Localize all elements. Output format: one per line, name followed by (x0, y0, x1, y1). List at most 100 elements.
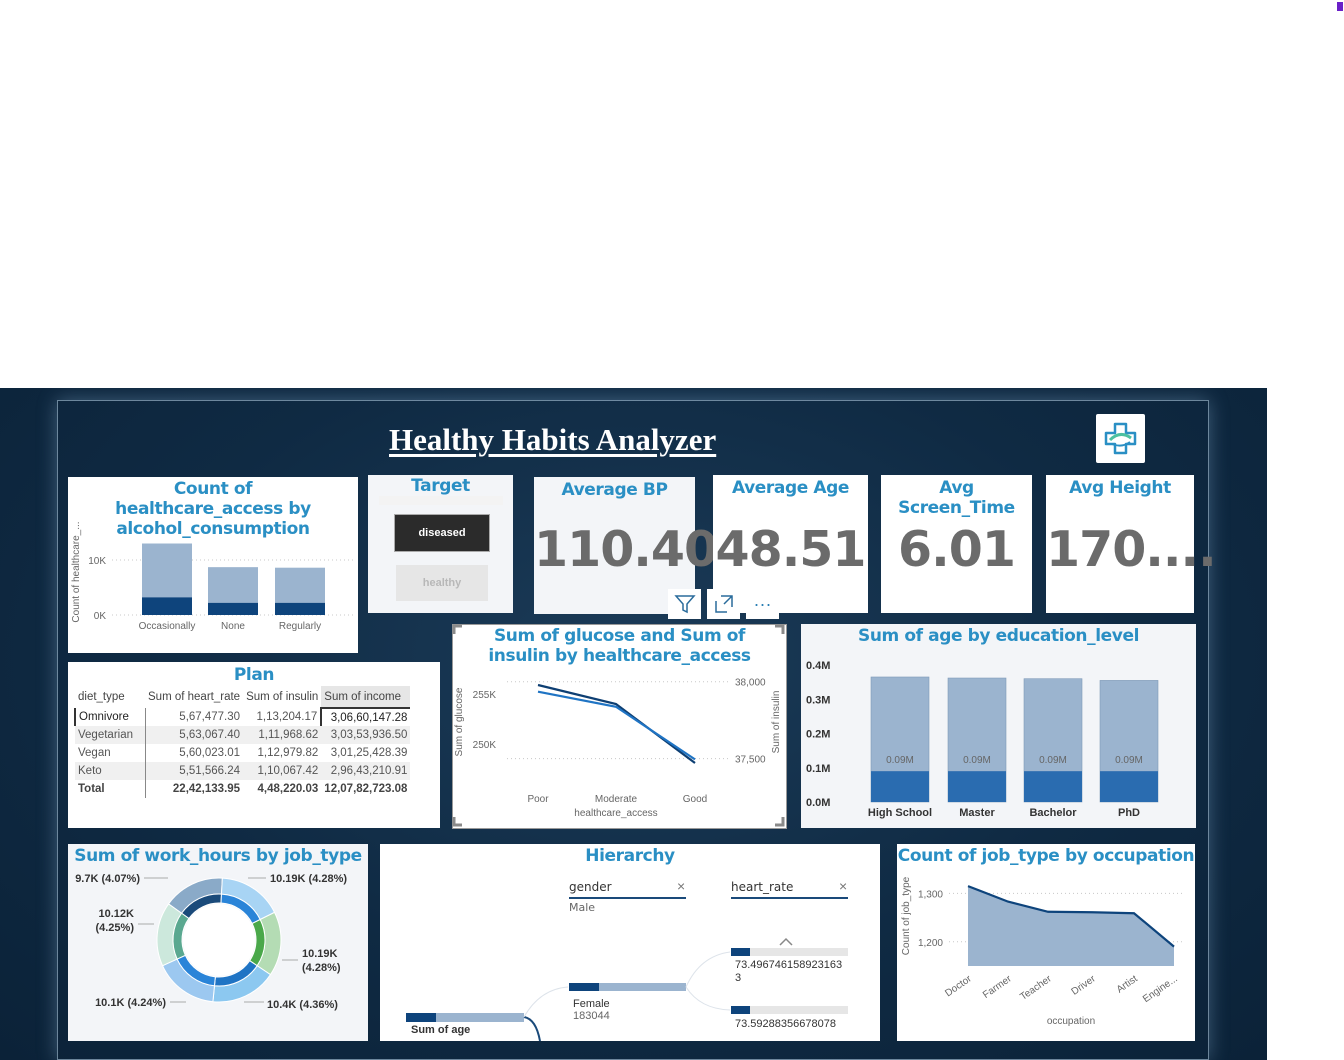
hierarchy-leaf-label: 73.59288356678078 (735, 1018, 836, 1030)
column-header[interactable]: Sum of insulin (246, 691, 319, 703)
data-label: 0.09M (1039, 755, 1067, 766)
y-axis-label-right: Sum of insulin (771, 691, 782, 754)
table-cell: 3,03,53,936.50 (321, 726, 411, 744)
area-fill (968, 886, 1174, 966)
kpi-avg-height[interactable]: Avg Height 170.... (1046, 475, 1217, 613)
kpi-avg-screen-time[interactable]: Avg Screen_Time 6.01 (881, 475, 1032, 613)
tree-connector (523, 1016, 541, 1041)
bar-segment (208, 602, 258, 615)
y-axis-label-left: Sum of glucose (454, 687, 465, 756)
occupation-chart-card[interactable]: Count of job_type by occupation Count of… (897, 844, 1195, 1041)
table-row[interactable]: Keto 5,51,566.24 1,10,067.42 2,96,43,210… (75, 762, 411, 780)
x-tick-label: Engine... (1141, 973, 1180, 1005)
data-label: 10.19K (4.28%) (270, 873, 347, 885)
column-header[interactable]: Sum of heart_rate (148, 691, 241, 703)
x-tick-label: PhD (1118, 807, 1140, 819)
medical-cross-icon (1096, 414, 1145, 463)
series-line-insulin (537, 690, 696, 761)
y-tick-label: 1,200 (918, 938, 943, 949)
education-chart-card[interactable]: Sum of age by education_level 0.4M 0.3M 0.… (801, 624, 1196, 828)
resize-handle (775, 817, 785, 827)
kpi-average-age[interactable]: Average Age 48.51 (713, 475, 868, 613)
chevron-up-icon[interactable] (779, 937, 793, 946)
table-header-row: diet_type Sum of heart_rate Sum of insul… (75, 686, 411, 709)
series-line-glucose (537, 683, 696, 764)
kpi-label: Average BP (561, 480, 668, 500)
dashboard-canvas: Healthy Habits Analyzer Count of healthc… (0, 388, 1267, 1060)
kpi-label: Avg Screen_Time (898, 478, 1015, 518)
kpi-label: Avg Height (1069, 478, 1171, 498)
x-axis-label: healthcare_access (574, 808, 657, 819)
data-label: 9.7K (4.07%) (75, 873, 140, 885)
table-row[interactable]: Vegan 5,60,023.01 1,12,979.82 3,01,25,42… (75, 744, 410, 762)
work-hours-chart-title: Sum of work_hours by job_type (74, 846, 362, 866)
y-tick-label: 0.1M (806, 763, 830, 775)
donut-slice (172, 912, 190, 960)
mid-bar-fill (569, 983, 599, 991)
leaf-bar-fill (731, 1006, 750, 1014)
alcohol-chart-svg: Count of healthcare_... 10K 0K Occasionally… (71, 521, 353, 632)
table-row[interactable]: Vegetarian 5,63,067.40 1,11,968.62 3,03,… (75, 726, 411, 744)
y-tick-label: 0.2M (806, 729, 830, 741)
x-tick-label: High School (868, 807, 932, 819)
kpi-value: 6.01 (898, 521, 1016, 578)
y-tick-label: 1,300 (918, 889, 943, 900)
education-chart-svg: 0.4M 0.3M 0.2M 0.1M 0.0M 0.09M High School 0.09… (806, 660, 1159, 819)
y-tick-label: 0.4M (806, 660, 830, 672)
more-options-icon[interactable]: ··· (746, 589, 779, 619)
close-icon[interactable]: × (839, 878, 848, 894)
data-label: 10.12K (4.25%) (95, 908, 134, 934)
glucose-chart-card[interactable]: Sum of glucose and Sum of insulin by hea… (452, 624, 787, 829)
tree-connector (685, 951, 731, 988)
heart-rate-slicer-label: heart_rate (731, 880, 794, 894)
table-cell: Total (78, 783, 105, 795)
bar-segment (1100, 771, 1158, 802)
x-tick-label: Teacher (1018, 973, 1054, 1003)
bar-segment (871, 771, 929, 802)
hierarchy-mid-label: Female (573, 998, 610, 1010)
table-cell: 1,13,204.17 (256, 711, 318, 723)
x-tick-label: Doctor (943, 973, 974, 999)
table-cell: 5,51,566.24 (144, 762, 244, 780)
slicer-option-healthy[interactable]: healthy (396, 565, 488, 601)
table-cell: 1,11,968.62 (243, 726, 322, 744)
focus-mode-icon[interactable] (707, 589, 740, 619)
work-hours-chart-card[interactable]: Sum of work_hours by job_type 9.7K (4.07… (68, 844, 368, 1041)
alcohol-chart-title: Count of healthcare_access by alcohol_co… (115, 479, 311, 539)
education-chart-title: Sum of age by education_level (857, 626, 1139, 646)
y-tick-label-right: 38,000 (735, 678, 766, 689)
root-bar-track (406, 1013, 524, 1022)
table-cell: 22,42,133.95 (144, 780, 244, 798)
x-tick-label: Master (959, 807, 995, 819)
bar-segment (142, 597, 192, 615)
table-cell: 12,07,82,723.08 (324, 783, 408, 795)
target-slicer-title: Target (411, 476, 470, 496)
column-header[interactable]: diet_type (78, 691, 125, 703)
table-row[interactable]: Omnivore 5,67,477.30 1,13,204.17 3,06,60… (74, 708, 411, 726)
plan-table: diet_type Sum of heart_rate Sum of insul… (74, 686, 411, 798)
table-cell: 3,06,60,147.28 (320, 708, 411, 726)
table-cell: 1,10,067.42 (243, 762, 322, 780)
tree-connector (685, 986, 731, 1011)
plan-table-card[interactable]: Plan diet_type Sum of heart_rate Sum of … (68, 662, 440, 828)
column-header-sorted[interactable]: Sum of income (321, 686, 411, 709)
close-icon[interactable]: × (677, 878, 686, 894)
table-cell: 5,63,067.40 (144, 726, 244, 744)
glucose-chart-svg: Sum of glucose Sum of insulin 255K 250K 38,0… (452, 624, 785, 827)
x-tick-label: Bachelor (1029, 807, 1077, 819)
target-slicer-card[interactable]: Target diseased healthy (368, 475, 513, 613)
corner-marker (1337, 2, 1343, 11)
hierarchy-mid-value: 183044 (573, 1010, 610, 1022)
table-cell: 1,12,979.82 (257, 747, 319, 759)
hierarchy-card[interactable]: Hierarchy gender × Male heart_rate × (380, 844, 880, 1041)
table-cell: 4,48,220.03 (257, 783, 319, 795)
slicer-option-diseased[interactable]: diseased (394, 514, 490, 552)
kpi-value: 170.... (1046, 521, 1217, 578)
area-line (967, 885, 1175, 948)
filter-icon[interactable] (668, 589, 701, 619)
y-tick-label: 10K (88, 556, 106, 567)
alcohol-chart-card[interactable]: Count of healthcare_access by alcohol_co… (68, 477, 358, 653)
table-cell: Vegan (78, 747, 111, 759)
hierarchy-leaf-label: 73.4967461589231633 (735, 959, 843, 984)
data-label: 10.4K (4.36%) (267, 999, 338, 1011)
